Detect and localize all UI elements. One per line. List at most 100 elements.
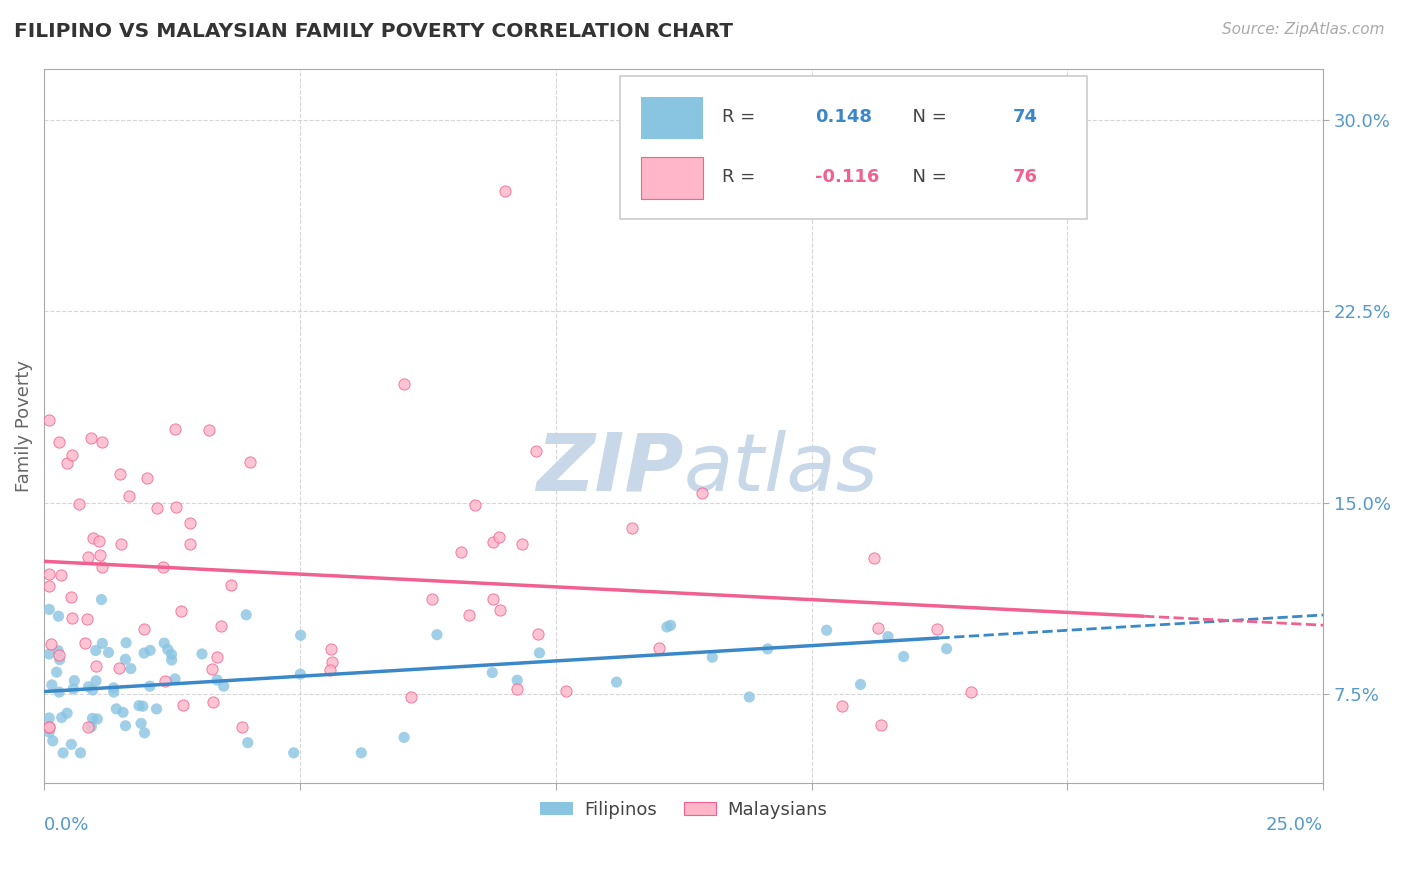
Point bbox=[849, 677, 872, 691]
Point bbox=[152, 560, 174, 574]
Point bbox=[458, 607, 481, 622]
Point bbox=[82, 531, 104, 545]
Point bbox=[197, 423, 219, 437]
Point bbox=[38, 567, 60, 582]
Point bbox=[77, 550, 100, 565]
Point bbox=[205, 649, 228, 664]
Point bbox=[290, 667, 312, 681]
Point bbox=[103, 681, 125, 695]
Point bbox=[39, 637, 62, 651]
Point bbox=[659, 618, 682, 632]
Point bbox=[89, 549, 111, 563]
Point bbox=[38, 725, 60, 739]
Point bbox=[145, 501, 167, 516]
Point bbox=[107, 661, 129, 675]
Point bbox=[128, 698, 150, 713]
Point bbox=[202, 696, 225, 710]
Point bbox=[91, 434, 114, 449]
Point bbox=[132, 622, 155, 636]
Text: R =: R = bbox=[723, 108, 761, 127]
Point bbox=[236, 736, 259, 750]
Point bbox=[89, 534, 111, 549]
Legend: Filipinos, Malaysians: Filipinos, Malaysians bbox=[533, 794, 834, 826]
Point bbox=[80, 431, 103, 445]
Point bbox=[529, 646, 551, 660]
Point bbox=[172, 698, 194, 713]
Point bbox=[209, 619, 232, 633]
Point bbox=[426, 628, 449, 642]
Point bbox=[868, 621, 890, 635]
Point bbox=[82, 711, 104, 725]
Point bbox=[67, 497, 90, 511]
Text: Source: ZipAtlas.com: Source: ZipAtlas.com bbox=[1222, 22, 1385, 37]
Point bbox=[38, 720, 60, 734]
Point bbox=[527, 627, 550, 641]
Point bbox=[482, 591, 505, 606]
Bar bbox=[641, 157, 703, 199]
Point bbox=[42, 734, 65, 748]
Text: FILIPINO VS MALAYSIAN FAMILY POVERTY CORRELATION CHART: FILIPINO VS MALAYSIAN FAMILY POVERTY COR… bbox=[14, 22, 733, 41]
Point bbox=[132, 699, 155, 714]
Point bbox=[489, 603, 512, 617]
Point bbox=[690, 486, 713, 500]
Point bbox=[145, 702, 167, 716]
Point bbox=[160, 648, 183, 662]
Text: 0.0%: 0.0% bbox=[44, 815, 90, 834]
Point bbox=[97, 645, 120, 659]
Point bbox=[738, 690, 761, 704]
Text: N =: N = bbox=[901, 108, 953, 127]
Point bbox=[132, 646, 155, 660]
Point bbox=[38, 579, 60, 593]
Text: 0.148: 0.148 bbox=[815, 108, 872, 127]
Point bbox=[120, 662, 142, 676]
Point bbox=[56, 706, 79, 721]
Point bbox=[702, 650, 724, 665]
Point bbox=[239, 455, 262, 469]
Point bbox=[179, 537, 201, 551]
Text: N =: N = bbox=[901, 168, 953, 186]
Point bbox=[160, 653, 183, 667]
Point bbox=[38, 711, 60, 725]
Point bbox=[163, 422, 186, 436]
Point bbox=[321, 641, 343, 656]
Point bbox=[350, 746, 373, 760]
Point bbox=[84, 673, 107, 688]
Point bbox=[420, 592, 443, 607]
Point bbox=[399, 690, 422, 705]
Point bbox=[86, 712, 108, 726]
Point bbox=[394, 377, 416, 392]
Point bbox=[756, 641, 779, 656]
Point bbox=[41, 678, 63, 692]
Point bbox=[51, 710, 73, 724]
Y-axis label: Family Poverty: Family Poverty bbox=[15, 360, 32, 492]
Point bbox=[59, 590, 82, 604]
Point bbox=[877, 630, 900, 644]
Point bbox=[38, 647, 60, 661]
Text: 25.0%: 25.0% bbox=[1265, 815, 1323, 834]
Point bbox=[488, 530, 510, 544]
Point bbox=[60, 448, 83, 462]
Point bbox=[201, 662, 224, 676]
Point bbox=[56, 456, 79, 470]
Point bbox=[45, 665, 67, 680]
FancyBboxPatch shape bbox=[620, 76, 1087, 219]
Point bbox=[60, 738, 83, 752]
Point bbox=[927, 622, 949, 636]
Point bbox=[482, 535, 505, 549]
Point bbox=[494, 184, 516, 198]
Text: atlas: atlas bbox=[683, 430, 879, 508]
Point bbox=[80, 720, 103, 734]
Point bbox=[103, 685, 125, 699]
Point bbox=[869, 718, 891, 732]
Text: 74: 74 bbox=[1012, 108, 1038, 127]
Point bbox=[112, 706, 135, 720]
Point bbox=[114, 719, 136, 733]
Point bbox=[170, 604, 193, 618]
Point bbox=[76, 720, 98, 734]
Point bbox=[48, 685, 70, 699]
Point bbox=[48, 648, 70, 663]
Point bbox=[69, 746, 91, 760]
Point bbox=[129, 716, 152, 731]
Point bbox=[90, 592, 112, 607]
Point bbox=[318, 664, 340, 678]
